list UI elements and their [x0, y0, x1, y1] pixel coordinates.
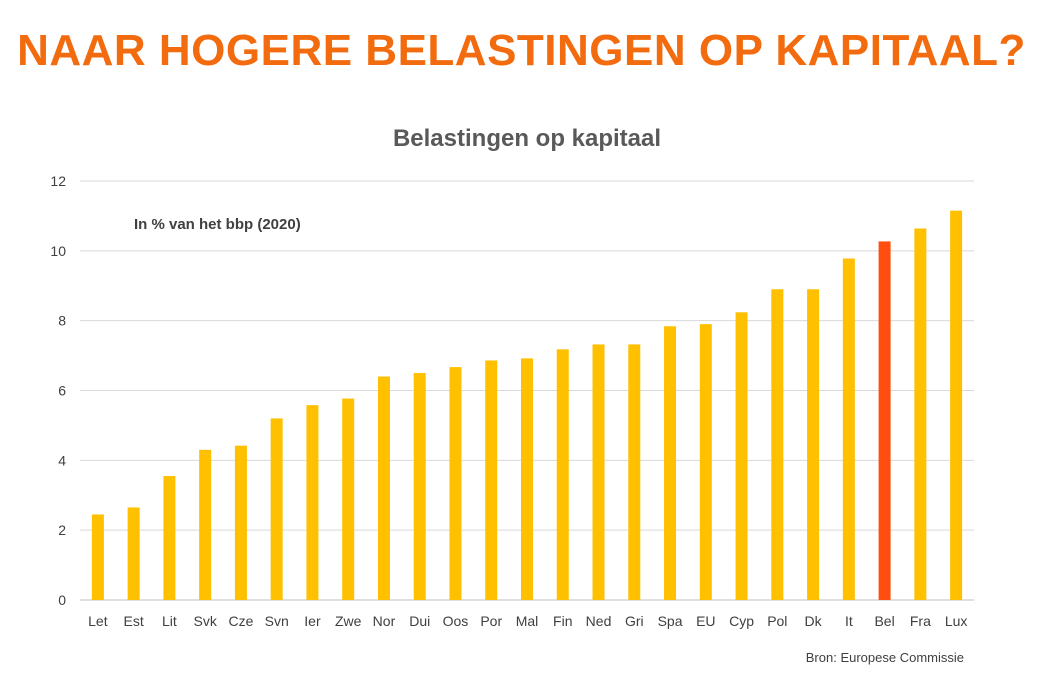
x-tick-label: Zwe	[335, 613, 362, 629]
x-tick-label: Bel	[874, 613, 894, 629]
bar-ier	[306, 405, 319, 600]
bar-bel	[878, 241, 891, 601]
x-tick-label: It	[845, 613, 853, 629]
y-tick-label: 12	[50, 173, 66, 189]
bar-cze	[234, 445, 247, 600]
x-axis-ticks: Let Est Lit Svk Cze Svn Ier Zwe Nor Dui Oos Por Mal F…	[88, 613, 967, 629]
x-tick-label: Let	[88, 613, 108, 629]
x-tick-label: Ier	[304, 613, 321, 629]
bars	[91, 210, 963, 601]
bar-svn	[270, 418, 283, 600]
bar-lux	[950, 210, 963, 600]
y-tick-label: 10	[50, 243, 66, 259]
page-headline: NAAR HOGERE BELASTINGEN OP KAPITAAL?	[17, 26, 1026, 75]
y-tick-label: 6	[58, 383, 66, 399]
bar-svk	[199, 449, 212, 600]
bar-dk	[807, 289, 820, 600]
bar-spa	[664, 326, 677, 600]
x-tick-label: EU	[696, 613, 715, 629]
x-tick-label: Pol	[767, 613, 787, 629]
y-tick-label: 0	[58, 592, 66, 608]
bar-eu	[699, 324, 712, 600]
y-tick-label: 2	[58, 522, 66, 538]
bar-cyp	[735, 312, 748, 600]
chart-subtitle: In % van het bbp (2020)	[134, 216, 301, 233]
x-tick-label: Cze	[228, 613, 253, 629]
x-tick-label: Dk	[805, 613, 823, 629]
bar-por	[485, 360, 498, 600]
y-axis-ticks: 0 2 4 6 8 10 12	[50, 173, 66, 608]
bar-it	[842, 258, 855, 600]
chart-title: Belastingen op kapitaal	[393, 125, 661, 152]
bar-let	[91, 514, 104, 600]
bar-fin	[556, 349, 569, 600]
bar-mal	[521, 358, 533, 600]
bar-gri	[628, 344, 641, 600]
x-tick-label: Spa	[658, 613, 683, 629]
x-tick-label: Oos	[443, 613, 469, 629]
x-tick-label: Cyp	[729, 613, 754, 629]
bar-est	[127, 507, 140, 600]
x-tick-label: Ned	[586, 613, 612, 629]
bar-nor	[377, 376, 390, 600]
x-tick-label: Nor	[373, 613, 396, 629]
bar-oos	[449, 367, 462, 600]
x-tick-label: Fin	[553, 613, 572, 629]
bar-pol	[771, 289, 784, 600]
x-tick-label: Dui	[409, 613, 430, 629]
bar-dui	[413, 373, 426, 600]
x-tick-label: Est	[124, 613, 144, 629]
bar-zwe	[342, 398, 355, 600]
bar-ned	[592, 344, 605, 600]
source-note: Bron: Europese Commissie	[806, 650, 964, 665]
bar-fra	[914, 228, 927, 600]
y-tick-label: 8	[58, 313, 66, 329]
x-tick-label: Svk	[193, 613, 217, 629]
x-tick-label: Lit	[162, 613, 177, 629]
x-tick-label: Fra	[910, 613, 931, 629]
x-tick-label: Mal	[516, 613, 539, 629]
x-tick-label: Lux	[945, 613, 968, 629]
x-tick-label: Svn	[265, 613, 289, 629]
x-tick-label: Por	[480, 613, 502, 629]
y-tick-label: 4	[58, 452, 66, 468]
bar-lit	[163, 476, 176, 600]
x-tick-label: Gri	[625, 613, 644, 629]
